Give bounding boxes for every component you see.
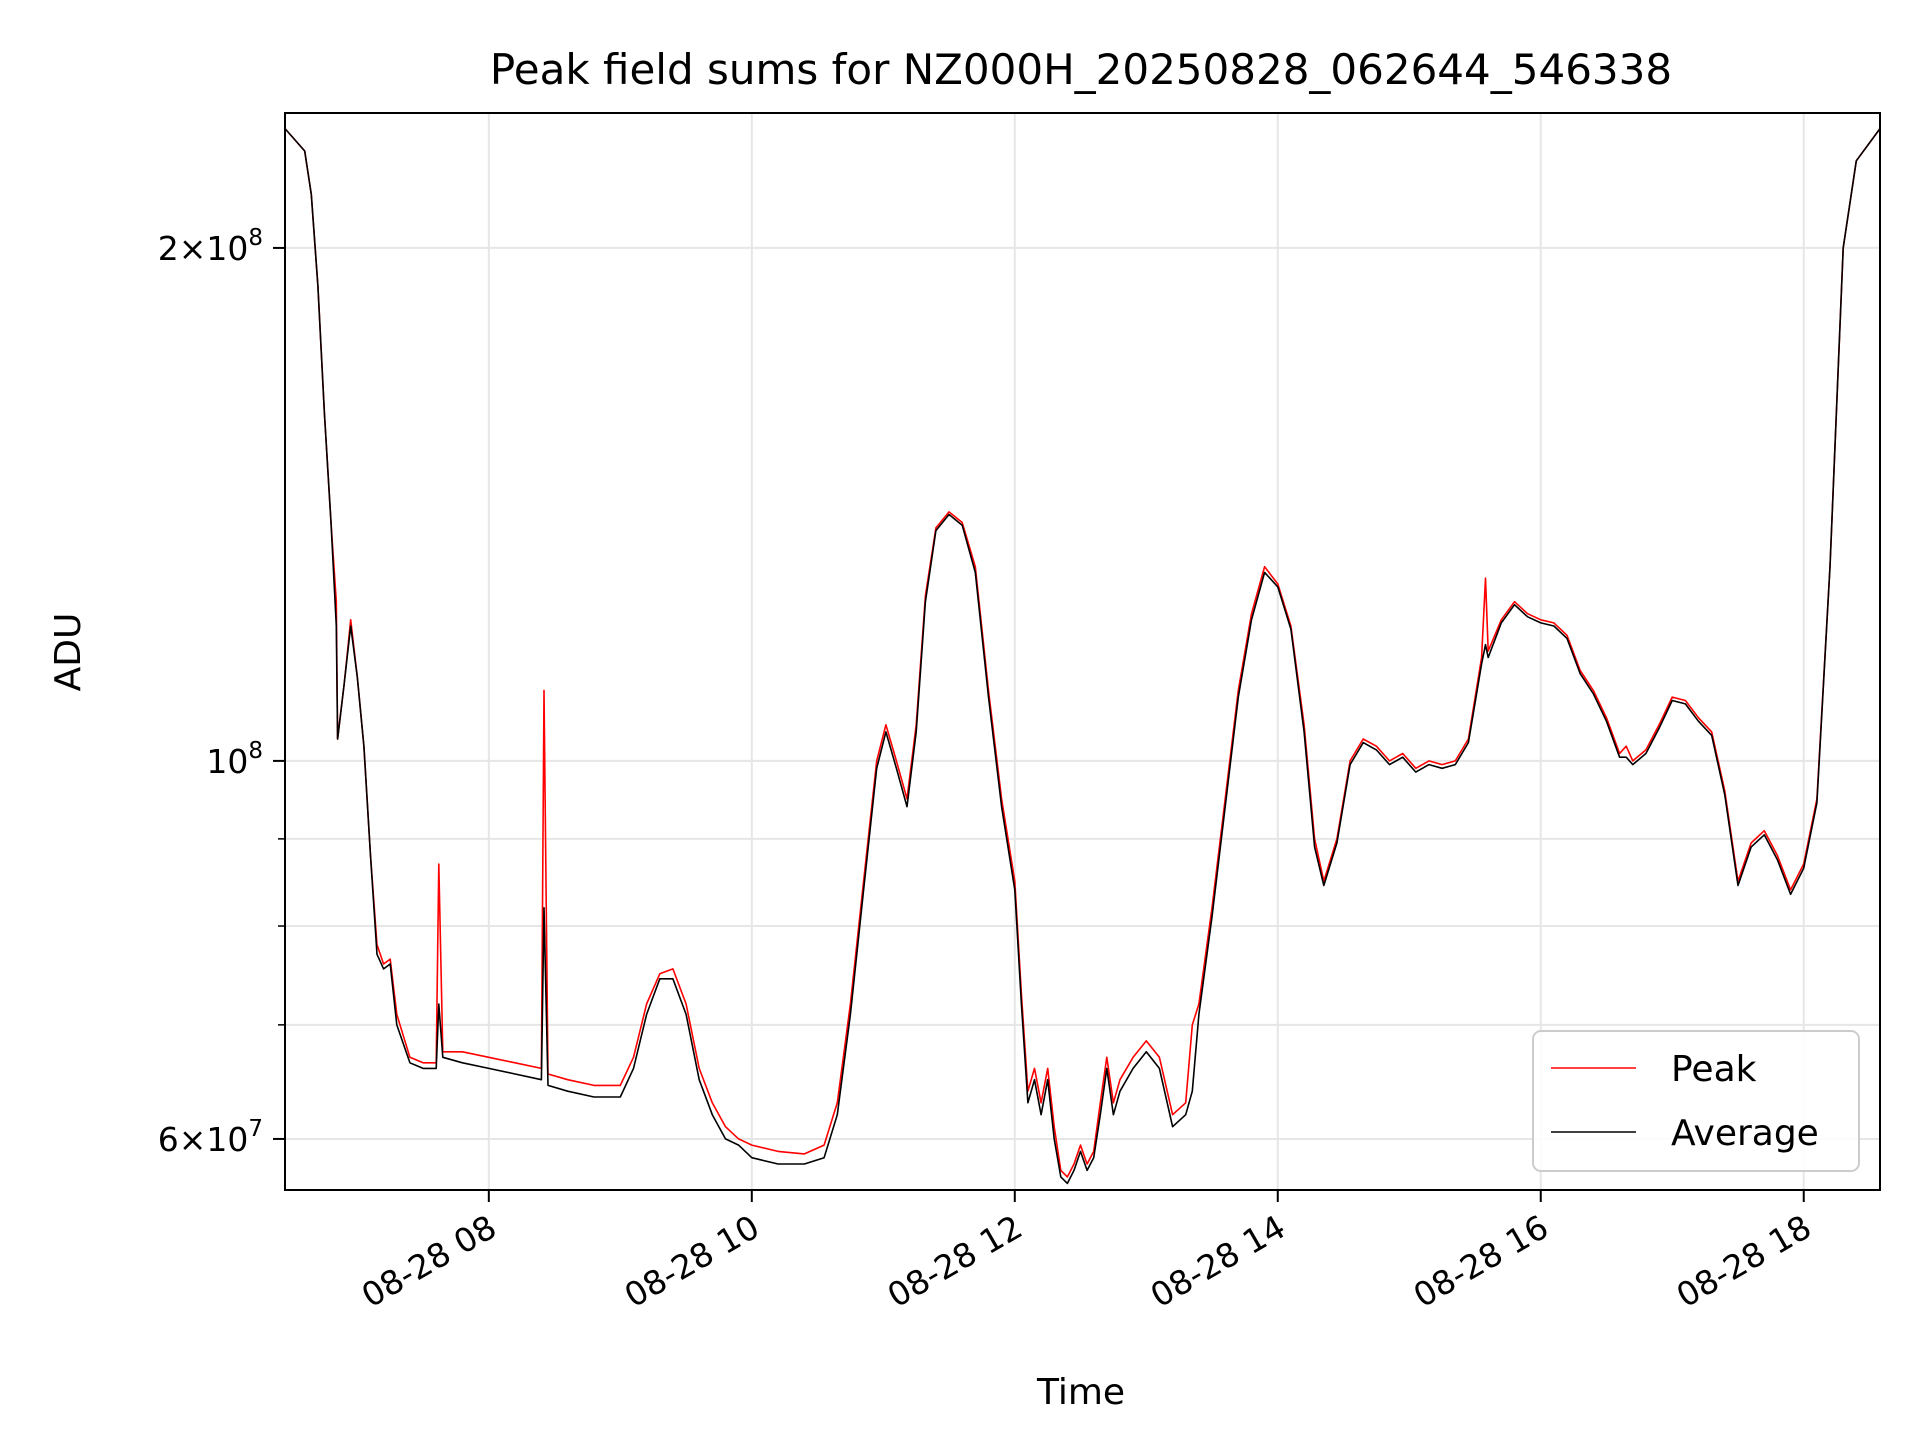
legend-box <box>1532 1030 1860 1172</box>
y-axis-label: ADU <box>48 613 89 692</box>
x-axis-label: Time <box>1036 1372 1125 1413</box>
legend-label-peak: Peak <box>1671 1049 1757 1090</box>
chart-title: Peak field sums for NZ000H_20250828_0626… <box>490 45 1672 94</box>
series-line-average <box>285 128 1880 1185</box>
series-layer <box>285 128 1880 1185</box>
y-tick-label: 6×107 <box>158 1116 263 1159</box>
series-line-peak <box>285 128 1880 1178</box>
y-axis: 6×107 108 2×108 <box>158 225 285 1159</box>
y-tick-label: 108 <box>206 738 263 781</box>
y-tick-label: 2×108 <box>158 225 263 268</box>
legend: Peak Average <box>1532 1030 1860 1172</box>
legend-label-average: Average <box>1671 1113 1819 1154</box>
plot-frame <box>284 112 1881 1191</box>
